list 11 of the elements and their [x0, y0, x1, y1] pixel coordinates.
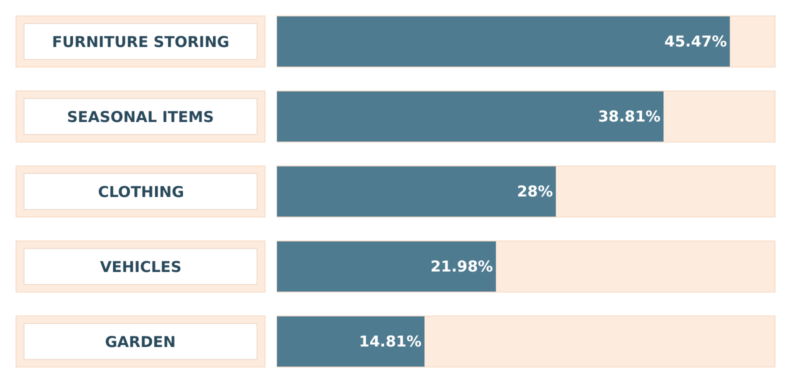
y-tick-label: CLOTHING — [98, 183, 184, 201]
y-tick-label: VEHICLES — [100, 258, 182, 276]
data-label: 14.81% — [359, 332, 422, 351]
data-label: 28% — [516, 182, 553, 201]
y-tick-label: FURNITURE STORING — [52, 33, 230, 51]
y-tick-label: GARDEN — [105, 333, 176, 351]
data-label: 45.47% — [664, 32, 727, 51]
data-label: 38.81% — [598, 108, 661, 126]
y-tick-label: SEASONAL ITEMS — [67, 108, 214, 126]
data-label: 21.98% — [430, 258, 493, 276]
bar — [277, 316, 425, 367]
